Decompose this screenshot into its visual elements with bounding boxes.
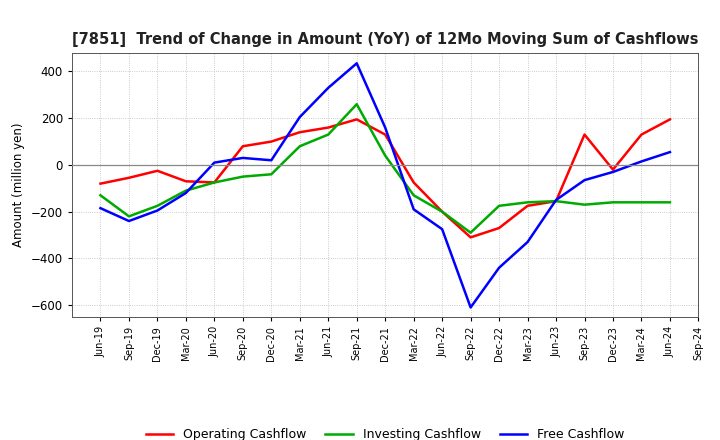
Line: Investing Cashflow: Investing Cashflow [101,104,670,233]
Free Cashflow [295,114,304,120]
Investing Cashflow [352,102,361,107]
Free Cashflow [410,207,418,212]
Investing Cashflow [181,188,190,193]
Investing Cashflow [438,209,446,214]
Operating Cashflow [267,139,276,144]
Y-axis label: Amount (million yen): Amount (million yen) [12,123,25,247]
Investing Cashflow [210,180,219,185]
Operating Cashflow [96,181,105,186]
Line: Free Cashflow: Free Cashflow [101,63,670,308]
Investing Cashflow [238,174,247,179]
Free Cashflow [153,208,162,213]
Line: Operating Cashflow: Operating Cashflow [101,119,670,237]
Investing Cashflow [324,132,333,137]
Operating Cashflow [523,203,532,209]
Free Cashflow [381,125,390,130]
Operating Cashflow [495,225,503,231]
Operating Cashflow [438,209,446,214]
Free Cashflow [267,158,276,163]
Free Cashflow [324,85,333,91]
Free Cashflow [608,169,617,175]
Investing Cashflow [495,203,503,209]
Free Cashflow [552,198,560,203]
Free Cashflow [210,160,219,165]
Operating Cashflow [125,175,133,180]
Free Cashflow [495,265,503,270]
Operating Cashflow [410,180,418,185]
Operating Cashflow [238,143,247,149]
Free Cashflow [637,159,646,164]
Operating Cashflow [324,125,333,130]
Free Cashflow [467,305,475,310]
Operating Cashflow [665,117,674,122]
Investing Cashflow [125,214,133,219]
Legend: Operating Cashflow, Investing Cashflow, Free Cashflow: Operating Cashflow, Investing Cashflow, … [141,423,629,440]
Title: [7851]  Trend of Change in Amount (YoY) of 12Mo Moving Sum of Cashflows: [7851] Trend of Change in Amount (YoY) o… [72,33,698,48]
Free Cashflow [352,61,361,66]
Investing Cashflow [267,172,276,177]
Investing Cashflow [552,198,560,204]
Operating Cashflow [381,132,390,137]
Investing Cashflow [523,200,532,205]
Free Cashflow [125,218,133,224]
Investing Cashflow [467,230,475,235]
Investing Cashflow [381,153,390,158]
Operating Cashflow [637,132,646,137]
Free Cashflow [665,150,674,155]
Free Cashflow [580,177,589,183]
Investing Cashflow [410,193,418,198]
Free Cashflow [523,239,532,245]
Operating Cashflow [210,180,219,185]
Investing Cashflow [96,193,105,198]
Free Cashflow [181,191,190,196]
Operating Cashflow [580,132,589,137]
Free Cashflow [438,227,446,232]
Investing Cashflow [637,200,646,205]
Investing Cashflow [608,200,617,205]
Investing Cashflow [153,203,162,209]
Operating Cashflow [552,198,560,204]
Free Cashflow [96,205,105,211]
Operating Cashflow [181,179,190,184]
Investing Cashflow [295,143,304,149]
Free Cashflow [238,155,247,161]
Operating Cashflow [153,168,162,173]
Operating Cashflow [467,235,475,240]
Investing Cashflow [665,200,674,205]
Operating Cashflow [295,130,304,135]
Operating Cashflow [608,167,617,172]
Investing Cashflow [580,202,589,207]
Operating Cashflow [352,117,361,122]
